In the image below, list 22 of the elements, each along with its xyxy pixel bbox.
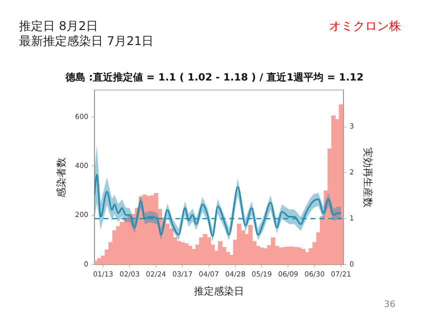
bar [282,247,287,264]
bar [116,226,120,264]
text: 最新推定感染日 7月21日 [19,33,154,50]
bar [290,246,294,264]
text: 推定日 8月2日 [19,18,98,35]
line-series [94,174,342,237]
bar [218,241,222,264]
bar [184,243,188,264]
text: 36 [384,300,396,310]
bar [97,258,102,264]
bar [206,237,212,264]
bar [248,224,253,264]
y-axis-title: 感染者数 [56,157,68,198]
bar [294,247,298,264]
bar [180,242,185,264]
bar [260,248,264,264]
chart-title: 徳島 :直近推定値 = 1.1 ( 1.02 - 1.18 ) / 直近1週平均 = 1.12 [64,72,364,84]
bar [199,237,204,264]
text: オミクロン株 [329,18,401,35]
bar [301,249,306,264]
x-axis-title: 推定感染日 [194,286,244,298]
y2-axis-title: 実効再生産数 [361,147,374,208]
